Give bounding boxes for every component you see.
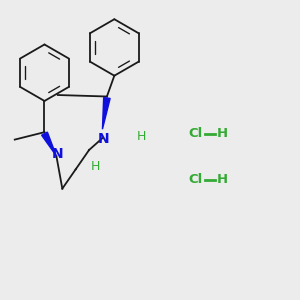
Polygon shape — [42, 132, 56, 156]
Text: N: N — [98, 132, 110, 146]
Text: H: H — [217, 127, 228, 140]
Text: Cl: Cl — [189, 127, 203, 140]
Text: H: H — [217, 173, 228, 186]
Text: H: H — [136, 130, 146, 143]
Text: H: H — [91, 160, 100, 173]
Polygon shape — [102, 98, 110, 129]
Text: N: N — [52, 147, 63, 161]
Text: Cl: Cl — [189, 173, 203, 186]
